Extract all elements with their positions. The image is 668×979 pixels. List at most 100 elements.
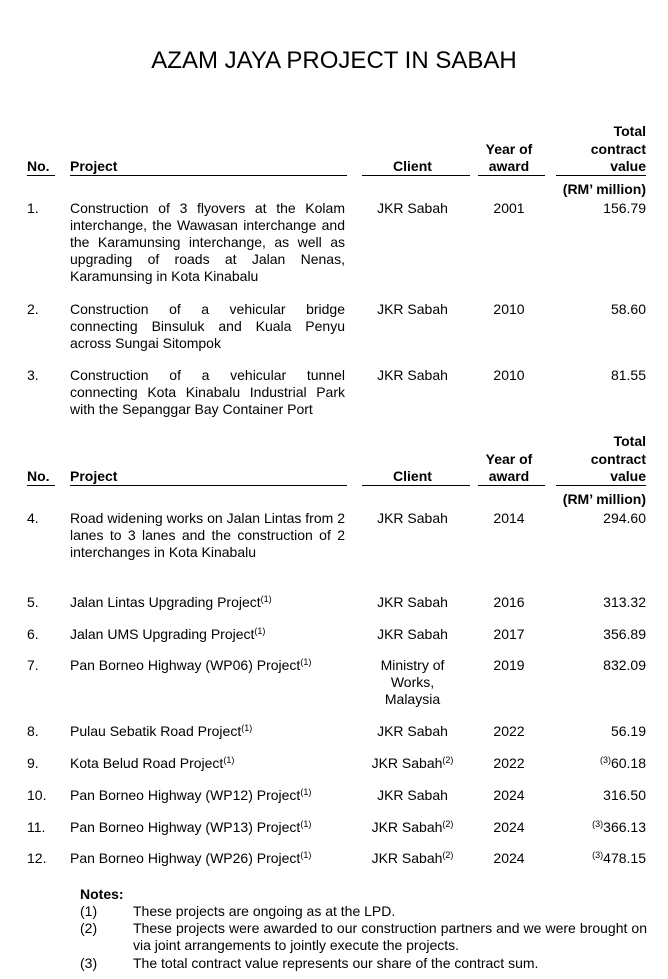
client-name: JKR Sabah (371, 819, 443, 835)
note-text: The total contract value represents our … (133, 955, 539, 971)
contract-value: 478.15 (603, 850, 646, 866)
header-year-line1: Year of (485, 141, 533, 157)
header-underline (70, 175, 347, 176)
project-name: Pan Borneo Highway (WP12) Project (70, 787, 301, 803)
client-name: JKR Sabah (371, 850, 443, 866)
contract-value: 81.55 (610, 367, 646, 383)
notes-heading: Notes: (80, 886, 124, 902)
header-project: Project (70, 158, 118, 174)
row-project: Pan Borneo Highway (WP12) Project(1) (70, 787, 345, 804)
header-value-line2: contract (590, 141, 646, 157)
row-project: Construction of 3 flyovers at the Kolam … (70, 200, 345, 285)
project-name: Construction of a vehicular tunnel conne… (70, 367, 345, 417)
page-title: AZAM JAYA PROJECT IN SABAH (151, 47, 517, 74)
row-number: 11. (27, 819, 46, 835)
header-underline (70, 485, 347, 486)
contract-value: 156.79 (603, 200, 646, 216)
header-underline (478, 175, 545, 176)
row-value: 356.89 (548, 626, 646, 643)
row-client: JKR Sabah (355, 301, 470, 318)
row-number: 6. (27, 626, 39, 642)
row-number: 7. (27, 657, 39, 673)
row-client: JKR Sabah (355, 510, 470, 527)
client-name: JKR Sabah (371, 755, 443, 771)
header-underline (556, 175, 646, 176)
client-name: JKR Sabah (377, 594, 448, 610)
row-year: 2010 (493, 367, 525, 383)
row-client: JKR Sabah (355, 723, 470, 740)
row-number: 2. (27, 301, 39, 317)
footnote-ref: (1) (300, 819, 312, 829)
row-value: 81.55 (548, 367, 646, 384)
row-number: 12. (27, 850, 47, 866)
row-project: Pan Borneo Highway (WP13) Project(1) (70, 819, 345, 836)
header-client: Client (393, 468, 432, 484)
contract-value: 313.32 (603, 594, 646, 610)
header-underline (478, 485, 545, 486)
note-text: These projects are ongoing as at the LPD… (133, 903, 396, 919)
footnote-ref: (3) (592, 819, 604, 829)
row-project: Kota Belud Road Project(1) (70, 755, 345, 772)
header-underline (362, 175, 470, 176)
header-unit: (RM’ million) (562, 181, 646, 197)
row-year: 2022 (493, 755, 525, 771)
row-project: Construction of a vehicular bridge conne… (70, 301, 345, 352)
contract-value: 58.60 (610, 301, 646, 317)
contract-value: 316.50 (603, 787, 646, 803)
row-value: 156.79 (548, 200, 646, 217)
header-year-line2: award (488, 468, 530, 484)
row-number: 3. (27, 367, 39, 383)
contract-value: 366.13 (603, 819, 646, 835)
row-year: 2017 (493, 626, 525, 642)
client-name: JKR Sabah (377, 301, 448, 317)
footnote-ref: (3) (599, 755, 611, 765)
footnote-ref: (1) (300, 850, 312, 860)
project-name: Construction of 3 flyovers at the Kolam … (70, 200, 345, 284)
note-ref: (2) (80, 920, 98, 936)
client-name: JKR Sabah (377, 510, 448, 526)
header-underline (27, 485, 55, 486)
header-value-line2: contract (590, 451, 646, 467)
row-year: 2010 (493, 301, 525, 317)
header-value-line3: value (610, 158, 646, 174)
row-year: 2024 (493, 850, 525, 866)
contract-value: 60.18 (610, 755, 646, 771)
row-client: JKR Sabah(2) (355, 755, 470, 772)
header-client: Client (393, 158, 432, 174)
footnote-ref: (1) (241, 723, 253, 733)
note-ref: (3) (80, 955, 98, 971)
header-year-line1: Year of (485, 451, 533, 467)
footnote-ref: (2) (442, 819, 454, 829)
row-year: 2019 (493, 657, 525, 673)
header-underline (362, 485, 470, 486)
row-year: 2016 (493, 594, 525, 610)
row-client: JKR Sabah (355, 367, 470, 384)
header-value-line3: value (610, 468, 646, 484)
row-value: (3)366.13 (548, 819, 646, 836)
header-year-line2: award (488, 158, 530, 174)
project-name: Jalan UMS Upgrading Project (70, 626, 255, 642)
header-value-line1: Total (613, 123, 646, 139)
footnote-ref: (3) (592, 850, 604, 860)
row-year: 2014 (493, 510, 525, 526)
project-name: Road widening works on Jalan Lintas from… (70, 510, 345, 560)
row-client: JKR Sabah(2) (355, 819, 470, 836)
footnote-ref: (2) (442, 850, 454, 860)
client-name: JKR Sabah (377, 367, 448, 383)
note-ref: (1) (80, 903, 98, 919)
row-project: Jalan Lintas Upgrading Project(1) (70, 594, 345, 611)
header-underline (27, 175, 55, 176)
row-project: Construction of a vehicular tunnel conne… (70, 367, 345, 418)
project-name: Jalan Lintas Upgrading Project (70, 594, 261, 610)
row-number: 4. (27, 510, 39, 526)
client-name: Ministry of Works, Malaysia (380, 657, 445, 707)
footnote-ref: (2) (442, 755, 454, 765)
header-project: Project (70, 468, 118, 484)
row-number: 9. (27, 755, 39, 771)
client-name: JKR Sabah (377, 626, 448, 642)
client-name: JKR Sabah (377, 723, 448, 739)
project-name: Construction of a vehicular bridge conne… (70, 301, 345, 351)
row-year: 2024 (493, 819, 525, 835)
row-number: 1. (27, 200, 39, 216)
row-project: Pan Borneo Highway (WP26) Project(1) (70, 850, 345, 867)
